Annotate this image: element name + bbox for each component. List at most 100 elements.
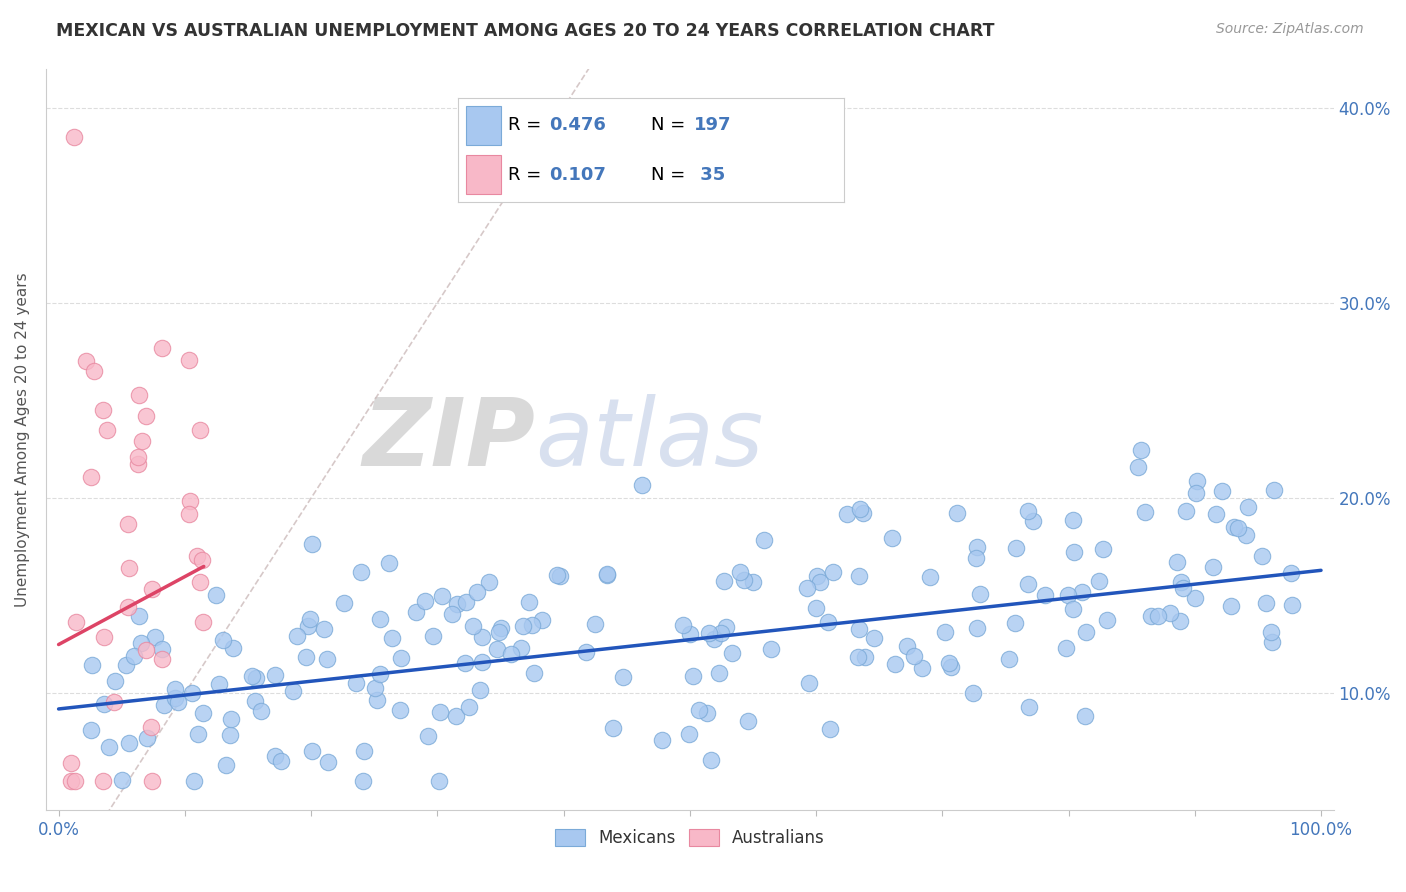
Point <box>83 364 105 378</box>
Point <box>143 630 166 644</box>
Point <box>969 587 991 601</box>
Point <box>104 673 127 688</box>
Point <box>1092 542 1115 557</box>
Point <box>312 622 335 636</box>
Point <box>98 740 121 755</box>
Point <box>517 594 540 608</box>
Point <box>91 403 114 417</box>
Point <box>129 636 152 650</box>
Point <box>295 649 318 664</box>
Point <box>721 646 744 660</box>
Point <box>631 477 654 491</box>
Point <box>1063 545 1085 559</box>
Point <box>60 756 83 770</box>
Point <box>848 622 870 636</box>
Point <box>111 772 134 787</box>
Point <box>1087 574 1109 589</box>
Point <box>150 652 173 666</box>
Point <box>1017 504 1039 518</box>
Point <box>523 665 546 680</box>
Point <box>575 645 598 659</box>
Point <box>1004 616 1026 631</box>
Point <box>316 651 339 665</box>
Point <box>1074 625 1097 640</box>
Point <box>181 686 204 700</box>
Point <box>344 675 367 690</box>
Point <box>333 596 356 610</box>
Point <box>583 617 606 632</box>
Point <box>177 353 200 368</box>
Point <box>128 388 150 402</box>
Point <box>696 706 718 720</box>
Point <box>707 665 730 680</box>
Point <box>240 669 263 683</box>
Point <box>806 569 828 583</box>
Point <box>679 627 702 641</box>
Point <box>457 699 479 714</box>
Point <box>165 691 187 706</box>
Point <box>215 758 238 772</box>
Point <box>389 651 412 665</box>
Point <box>853 650 876 665</box>
Point <box>468 682 491 697</box>
Point <box>150 341 173 355</box>
Point <box>848 569 870 583</box>
Point <box>127 457 149 471</box>
Point <box>966 621 988 635</box>
Text: MEXICAN VS AUSTRALIAN UNEMPLOYMENT AMONG AGES 20 TO 24 YEARS CORRELATION CHART: MEXICAN VS AUSTRALIAN UNEMPLOYMENT AMONG… <box>56 22 994 40</box>
Point <box>167 695 190 709</box>
Point <box>285 629 308 643</box>
Point <box>1126 459 1149 474</box>
Point <box>128 608 150 623</box>
Point <box>1219 599 1241 613</box>
Point <box>934 625 956 640</box>
Point <box>938 657 960 671</box>
Point <box>1171 582 1194 596</box>
Point <box>135 409 157 423</box>
Point <box>405 605 427 619</box>
Point <box>903 648 925 663</box>
Point <box>93 774 115 789</box>
Point <box>245 671 267 685</box>
Point <box>463 618 485 632</box>
Point <box>596 566 619 581</box>
Point <box>918 570 941 584</box>
Point <box>491 621 513 635</box>
Point <box>139 720 162 734</box>
Point <box>759 642 782 657</box>
Point <box>672 618 695 632</box>
Point <box>188 575 211 590</box>
Point <box>1147 609 1170 624</box>
Point <box>318 755 340 769</box>
Point <box>512 619 534 633</box>
Point <box>281 684 304 698</box>
Point <box>1202 560 1225 574</box>
Point <box>135 643 157 657</box>
Point <box>179 493 201 508</box>
Point <box>163 681 186 696</box>
Point <box>1033 588 1056 602</box>
Point <box>548 569 571 583</box>
Point <box>75 354 97 368</box>
Point <box>742 574 765 589</box>
Point <box>796 581 818 595</box>
Point <box>1062 602 1084 616</box>
Point <box>700 753 723 767</box>
Point <box>301 744 323 758</box>
Point <box>1166 556 1188 570</box>
Point <box>817 615 839 629</box>
Point <box>191 552 214 566</box>
Point <box>352 774 374 789</box>
Point <box>1187 474 1209 488</box>
Point <box>1071 584 1094 599</box>
Point <box>1140 609 1163 624</box>
Point <box>117 516 139 531</box>
Point <box>1251 549 1274 563</box>
Point <box>115 657 138 672</box>
Point <box>250 704 273 718</box>
Point <box>118 736 141 750</box>
Point <box>388 703 411 717</box>
Point <box>297 619 319 633</box>
Point <box>381 632 404 646</box>
Point <box>429 705 451 719</box>
